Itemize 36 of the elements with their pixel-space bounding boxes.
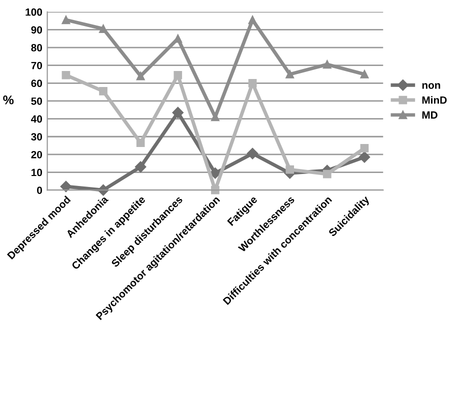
y-tick-label: 90 <box>31 26 42 34</box>
point <box>136 138 145 148</box>
y-tick-label: 40 <box>31 115 42 123</box>
point <box>134 161 146 173</box>
point <box>62 16 70 24</box>
y-tick-label: 30 <box>31 133 42 141</box>
point <box>211 112 220 122</box>
y-tick-label: 10 <box>32 168 42 176</box>
y-tick-label: 20 <box>31 150 42 158</box>
point <box>322 170 332 178</box>
legend-label: MinD <box>422 96 447 104</box>
point <box>99 87 108 96</box>
legend-label: MD <box>422 111 438 119</box>
point <box>136 72 145 80</box>
point <box>322 60 332 69</box>
point <box>248 16 257 24</box>
point <box>286 70 294 78</box>
legend-label: non <box>422 83 440 89</box>
point <box>248 78 257 88</box>
y-tick-label: 70 <box>31 62 42 70</box>
point <box>98 184 109 196</box>
y-tick-label: 80 <box>31 44 42 52</box>
y-axis-title: % <box>3 96 14 104</box>
point <box>246 148 258 160</box>
y-tick-label: 0 <box>37 186 42 194</box>
point <box>358 152 370 163</box>
point <box>174 70 182 80</box>
y-tick-label: 50 <box>31 97 42 105</box>
point <box>60 180 72 192</box>
y-tick-label: 60 <box>31 80 42 88</box>
point <box>360 70 369 78</box>
point <box>360 144 369 152</box>
point <box>62 70 70 80</box>
point <box>286 165 294 174</box>
y-tick-label: 100 <box>26 8 42 16</box>
point <box>172 106 184 118</box>
